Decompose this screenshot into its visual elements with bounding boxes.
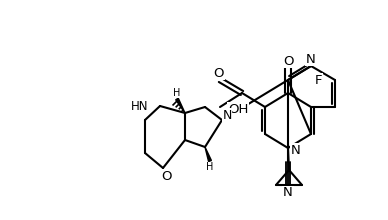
Text: F: F: [315, 73, 323, 86]
Text: O: O: [162, 169, 172, 183]
Text: HN: HN: [130, 99, 148, 112]
Text: O: O: [283, 55, 293, 68]
Text: N: N: [222, 108, 232, 121]
Text: O: O: [214, 66, 224, 79]
Text: H: H: [173, 88, 181, 98]
Text: N: N: [306, 53, 316, 66]
Text: N: N: [291, 143, 301, 156]
Text: OH: OH: [228, 103, 248, 116]
Polygon shape: [205, 147, 211, 161]
Polygon shape: [176, 98, 185, 113]
Text: H: H: [206, 162, 214, 172]
Text: N: N: [283, 187, 293, 200]
